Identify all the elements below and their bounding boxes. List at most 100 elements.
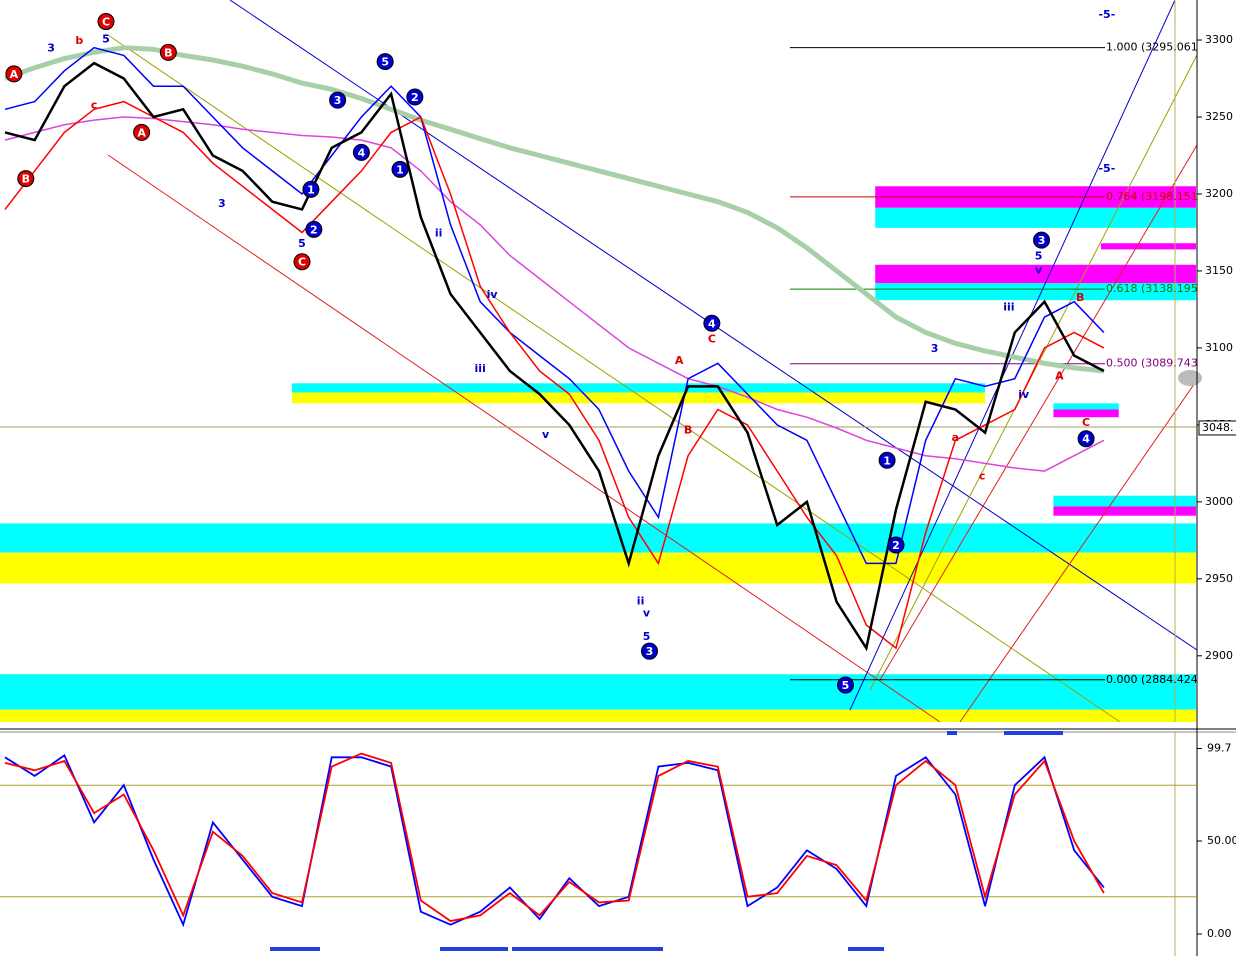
wave-label: 4 <box>708 317 716 330</box>
wave-label: iii <box>475 362 486 375</box>
y-tick-label: 0.00 <box>1207 927 1232 940</box>
wave-marker <box>159 43 177 61</box>
wave-marker <box>391 160 409 178</box>
wave-label: 5 <box>1035 250 1043 263</box>
wave-label: A <box>675 354 684 367</box>
wave-marker <box>329 91 347 109</box>
wave-label: 4 <box>358 146 366 159</box>
y-tick-label: 2950 <box>1205 572 1233 585</box>
wave-label: 1 <box>883 454 891 467</box>
zone <box>1053 403 1119 410</box>
wave-label: 5 <box>381 56 389 69</box>
wave-label: -5- <box>1098 8 1115 21</box>
wave-label: 2 <box>892 539 900 552</box>
wave-marker <box>293 253 311 271</box>
y-tick-label: 3300 <box>1205 33 1233 46</box>
wave-label: c <box>91 99 98 112</box>
wave-label: b <box>75 34 83 47</box>
wave-label: iii <box>1003 300 1014 313</box>
series-line <box>4 116 1105 472</box>
zone <box>875 264 1196 284</box>
wave-label: ii <box>435 226 443 239</box>
zone <box>875 283 1196 301</box>
wave-label: c <box>979 470 986 483</box>
zone <box>291 392 986 404</box>
y-tick-label: 3200 <box>1205 187 1233 200</box>
zones <box>0 186 1196 722</box>
marker <box>1178 370 1202 386</box>
wave-label: C <box>102 16 110 29</box>
wave-label: B <box>684 424 692 437</box>
fib-label: 0.500 (3089.743 <box>1106 357 1198 370</box>
wave-marker <box>703 314 721 332</box>
wave-label: 3 <box>334 94 342 107</box>
y-tick-label: 3150 <box>1205 264 1233 277</box>
wave-label: 2 <box>411 91 419 104</box>
trend-line <box>959 379 1198 723</box>
wave-label: A <box>137 126 146 139</box>
period-marks <box>270 731 1063 951</box>
wave-label: C <box>708 333 716 346</box>
trend-lines <box>0 0 1198 956</box>
series-line <box>4 46 1105 565</box>
trend-line <box>107 34 1121 723</box>
wave-marker <box>640 642 658 660</box>
y-tick-label: 99.7 <box>1207 742 1232 755</box>
y-tick-label: 3000 <box>1205 495 1233 508</box>
wave-label: A <box>10 68 19 81</box>
zone <box>875 207 1196 228</box>
wave-label: v <box>542 428 550 441</box>
wave-label: 5 <box>102 32 110 45</box>
wave-label: 4 <box>1082 433 1090 446</box>
wave-label: 5 <box>842 679 850 692</box>
zone <box>0 709 1196 722</box>
wave-label: A <box>1055 370 1064 383</box>
fib-label: 0.764 (3198.151 <box>1106 190 1198 203</box>
fib-label: 0.618 (3138.195 <box>1106 282 1198 295</box>
wave-marker <box>878 451 896 469</box>
wave-label: 1 <box>307 183 315 196</box>
wave-label: iv <box>1018 388 1030 401</box>
series-line <box>4 61 1105 652</box>
wave-label: 5 <box>643 630 651 643</box>
trend-line <box>869 54 1198 691</box>
last-price-box <box>1198 420 1236 436</box>
wave-marker <box>1033 231 1051 249</box>
wave-label: 1 <box>396 163 404 176</box>
wave-label: B <box>1076 291 1084 304</box>
wave-label: B <box>164 46 172 59</box>
wave-marker <box>17 170 35 188</box>
zone <box>1100 243 1196 250</box>
wave-label: 3 <box>1038 234 1046 247</box>
wave-label: v <box>1035 263 1043 276</box>
trend-line <box>107 154 941 723</box>
wave-marker <box>97 13 115 31</box>
trend-line <box>879 144 1198 681</box>
wave-label: 2 <box>310 223 318 236</box>
zone <box>1053 495 1196 507</box>
zone <box>1053 506 1196 516</box>
wave-label: a <box>952 431 959 444</box>
fib-label: 0.000 (2884.424 <box>1106 673 1198 686</box>
wave-marker <box>406 88 424 106</box>
main-panel: 1.000 (3295.061 0.764 (3198.151 0.618 (313… <box>4 8 1198 694</box>
series-line <box>4 752 1105 922</box>
zone <box>291 383 986 393</box>
y-tick-label: 3250 <box>1205 110 1233 123</box>
wave-marker <box>133 123 151 141</box>
wave-marker <box>376 53 394 71</box>
wave-label: 3 <box>47 42 55 55</box>
wave-marker <box>5 65 23 83</box>
series-line <box>4 45 1105 374</box>
wave-label: -5- <box>1098 162 1115 175</box>
wave-label: iv <box>487 288 499 301</box>
fib-label: 1.000 (3295.061 <box>1106 41 1198 54</box>
wave-label: C <box>1082 416 1090 429</box>
wave-label: 3 <box>218 197 226 210</box>
wave-label: 3 <box>646 645 654 658</box>
y-tick-label: 2900 <box>1205 649 1233 662</box>
y-tick-label: 50.00 <box>1207 834 1236 847</box>
wave-label: B <box>22 173 30 186</box>
wave-label: v <box>643 607 651 620</box>
